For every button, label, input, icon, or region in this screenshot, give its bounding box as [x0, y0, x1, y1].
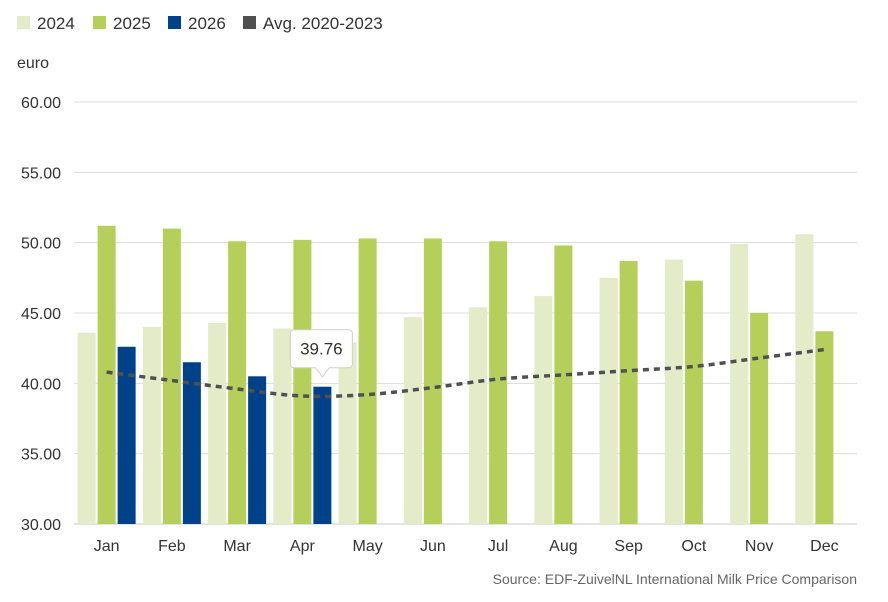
bar-2025-jan[interactable] [97, 225, 116, 524]
legend-swatch [17, 16, 30, 29]
legend-swatch [243, 16, 256, 29]
x-tick-label-jun: Jun [420, 538, 446, 555]
x-tick-label-aug: Aug [549, 538, 577, 555]
x-tick-label-feb: Feb [158, 538, 186, 555]
bar-2024-jul[interactable] [469, 307, 488, 524]
source-note: Source: EDF-ZuivelNL International Milk … [493, 571, 857, 587]
y-tick-label: 60.00 [21, 95, 61, 112]
bar-2024-mar[interactable] [208, 322, 227, 524]
y-axis-ticks: 60.00 55.00 50.00 45.00 40.00 35.00 30.00 [21, 95, 61, 534]
x-tick-label-sep: Sep [614, 538, 643, 555]
avg-line-avg-2020-2023[interactable] [106, 347, 825, 399]
legend-label: 2024 [37, 14, 75, 33]
tooltip-box [289, 329, 353, 378]
legend-item-2024[interactable]: 2024 [17, 14, 75, 33]
x-tick-label-oct: Oct [681, 538, 706, 555]
x-tick-label-jul: Jul [488, 538, 508, 555]
legend-item-avg-2020-2023[interactable]: Avg. 2020-2023 [243, 14, 383, 33]
legend-label: Avg. 2020-2023 [263, 14, 383, 33]
legend-swatch [168, 16, 181, 29]
y-tick-label: 55.00 [21, 165, 61, 182]
y-tick-label: 50.00 [21, 236, 61, 253]
bar-2024-oct[interactable] [664, 259, 683, 524]
avg-line-group [106, 347, 825, 399]
bar-2025-sep[interactable] [619, 260, 638, 524]
legend: 2024 2025 2026 Avg. 2020-2023 [17, 14, 383, 33]
tooltip: 39.76 [289, 329, 353, 378]
tooltip-value: 39.76 [300, 340, 343, 359]
bar-2026-apr[interactable] [313, 386, 332, 524]
legend-swatch [93, 16, 106, 29]
y-tick-label: 30.00 [21, 517, 61, 534]
bar-2024-feb[interactable] [142, 327, 161, 524]
x-tick-label-apr: Apr [290, 538, 316, 555]
bar-2024-aug[interactable] [534, 296, 553, 524]
bar-2025-apr[interactable] [293, 239, 312, 524]
bar-2024-sep[interactable] [599, 277, 618, 524]
y-axis-unit-label: euro [17, 55, 49, 72]
bar-2026-jan[interactable] [117, 346, 136, 524]
y-tick-label: 40.00 [21, 376, 61, 393]
legend-item-2025[interactable]: 2025 [93, 14, 151, 33]
bar-2025-aug[interactable] [554, 245, 573, 525]
bar-2026-feb[interactable] [182, 362, 201, 524]
bar-2025-jun[interactable] [423, 238, 442, 525]
bar-2024-apr[interactable] [273, 328, 292, 524]
bar-2024-jun[interactable] [403, 317, 422, 524]
x-tick-label-may: May [353, 538, 383, 555]
y-tick-label: 45.00 [21, 306, 61, 323]
x-tick-label-mar: Mar [223, 538, 251, 555]
bar-2025-oct[interactable] [684, 280, 703, 524]
bar-2025-jul[interactable] [489, 241, 508, 524]
y-tick-label: 35.00 [21, 447, 61, 464]
bar-2025-feb[interactable] [162, 228, 181, 524]
bar-2024-dec[interactable] [795, 234, 814, 524]
x-tick-label-jan: Jan [94, 538, 120, 555]
bar-2025-may[interactable] [358, 238, 377, 525]
grid [74, 101, 857, 525]
bar-2024-jan[interactable] [77, 332, 96, 524]
legend-label: 2025 [113, 14, 151, 33]
x-axis-ticks: Jan Feb Mar Apr May Jun Jul Aug Sep Oct Nov Dec [94, 538, 839, 555]
bar-2026-mar[interactable] [248, 376, 267, 524]
legend-label: 2026 [188, 14, 226, 33]
bar-2025-dec[interactable] [815, 331, 834, 524]
bar-2024-may[interactable] [338, 342, 357, 524]
bar-2025-mar[interactable] [228, 241, 247, 524]
legend-item-2026[interactable]: 2026 [168, 14, 226, 33]
bars [77, 225, 834, 525]
x-tick-label-dec: Dec [810, 538, 838, 555]
bar-2024-nov[interactable] [730, 244, 749, 524]
x-tick-label-nov: Nov [745, 538, 773, 555]
bar-2025-nov[interactable] [750, 313, 769, 524]
